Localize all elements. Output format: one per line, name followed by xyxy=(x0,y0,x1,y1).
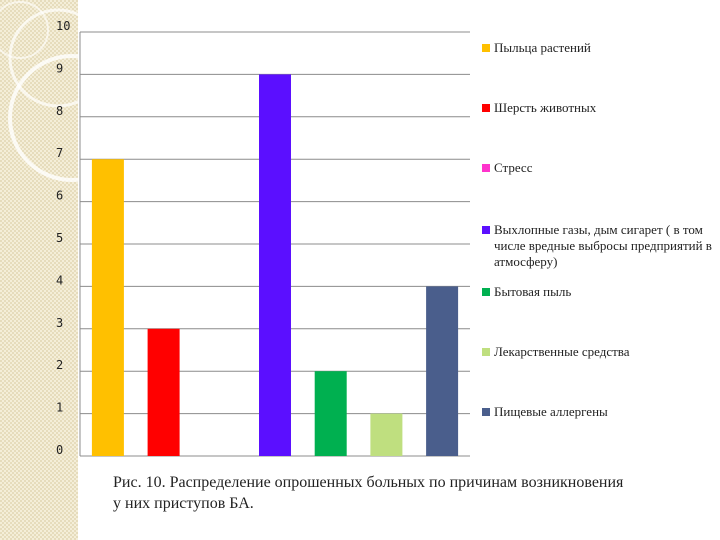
legend-item: Шерсть животных xyxy=(482,100,714,116)
legend-label: Лекарственные средства xyxy=(494,344,630,359)
legend-label: Шерсть животных xyxy=(494,100,597,115)
y-tick-label: 9 xyxy=(56,61,63,75)
legend-swatch xyxy=(482,164,490,172)
legend-label: Выхлопные газы, дым сигарет ( в том числ… xyxy=(494,222,712,269)
legend-label: Стресс xyxy=(494,160,533,175)
y-tick-label: 6 xyxy=(56,189,63,203)
legend-item: Пыльца растений xyxy=(482,40,714,56)
y-tick-label: 4 xyxy=(56,273,63,287)
legend-item: Бытовая пыль xyxy=(482,284,714,300)
legend-swatch xyxy=(482,44,490,52)
y-tick-label: 8 xyxy=(56,104,63,118)
y-tick-label: 5 xyxy=(56,231,63,245)
legend-item: Стресс xyxy=(482,160,714,176)
legend-label: Пыльца растений xyxy=(494,40,591,55)
bar xyxy=(147,328,180,456)
legend-swatch xyxy=(482,104,490,112)
bar xyxy=(91,159,124,456)
figure-caption: Рис. 10. Распределение опрошенных больны… xyxy=(113,474,624,512)
y-tick-label: 10 xyxy=(56,19,70,33)
bars xyxy=(91,74,459,457)
legend-item: Выхлопные газы, дым сигарет ( в том числ… xyxy=(482,222,714,270)
y-tick-label: 2 xyxy=(56,358,63,372)
y-axis-ticks: 0 1 2 3 4 5 6 7 8 9 10 xyxy=(56,19,70,457)
y-tick-label: 1 xyxy=(56,401,63,415)
legend-swatch xyxy=(482,288,490,296)
y-tick-label: 7 xyxy=(56,146,63,160)
bar xyxy=(314,371,347,456)
legend-label: Бытовая пыль xyxy=(494,284,572,299)
y-tick-label: 3 xyxy=(56,316,63,330)
legend-item: Лекарственные средства xyxy=(482,344,714,360)
bar xyxy=(370,413,403,456)
legend-swatch xyxy=(482,348,490,356)
legend-label: Пищевые аллергены xyxy=(494,404,608,419)
bar xyxy=(259,74,291,457)
legend-item: Пищевые аллергены xyxy=(482,404,714,420)
bar xyxy=(426,286,459,456)
y-tick-label: 0 xyxy=(56,443,63,457)
legend-swatch xyxy=(482,408,490,416)
legend-swatch xyxy=(482,226,490,234)
